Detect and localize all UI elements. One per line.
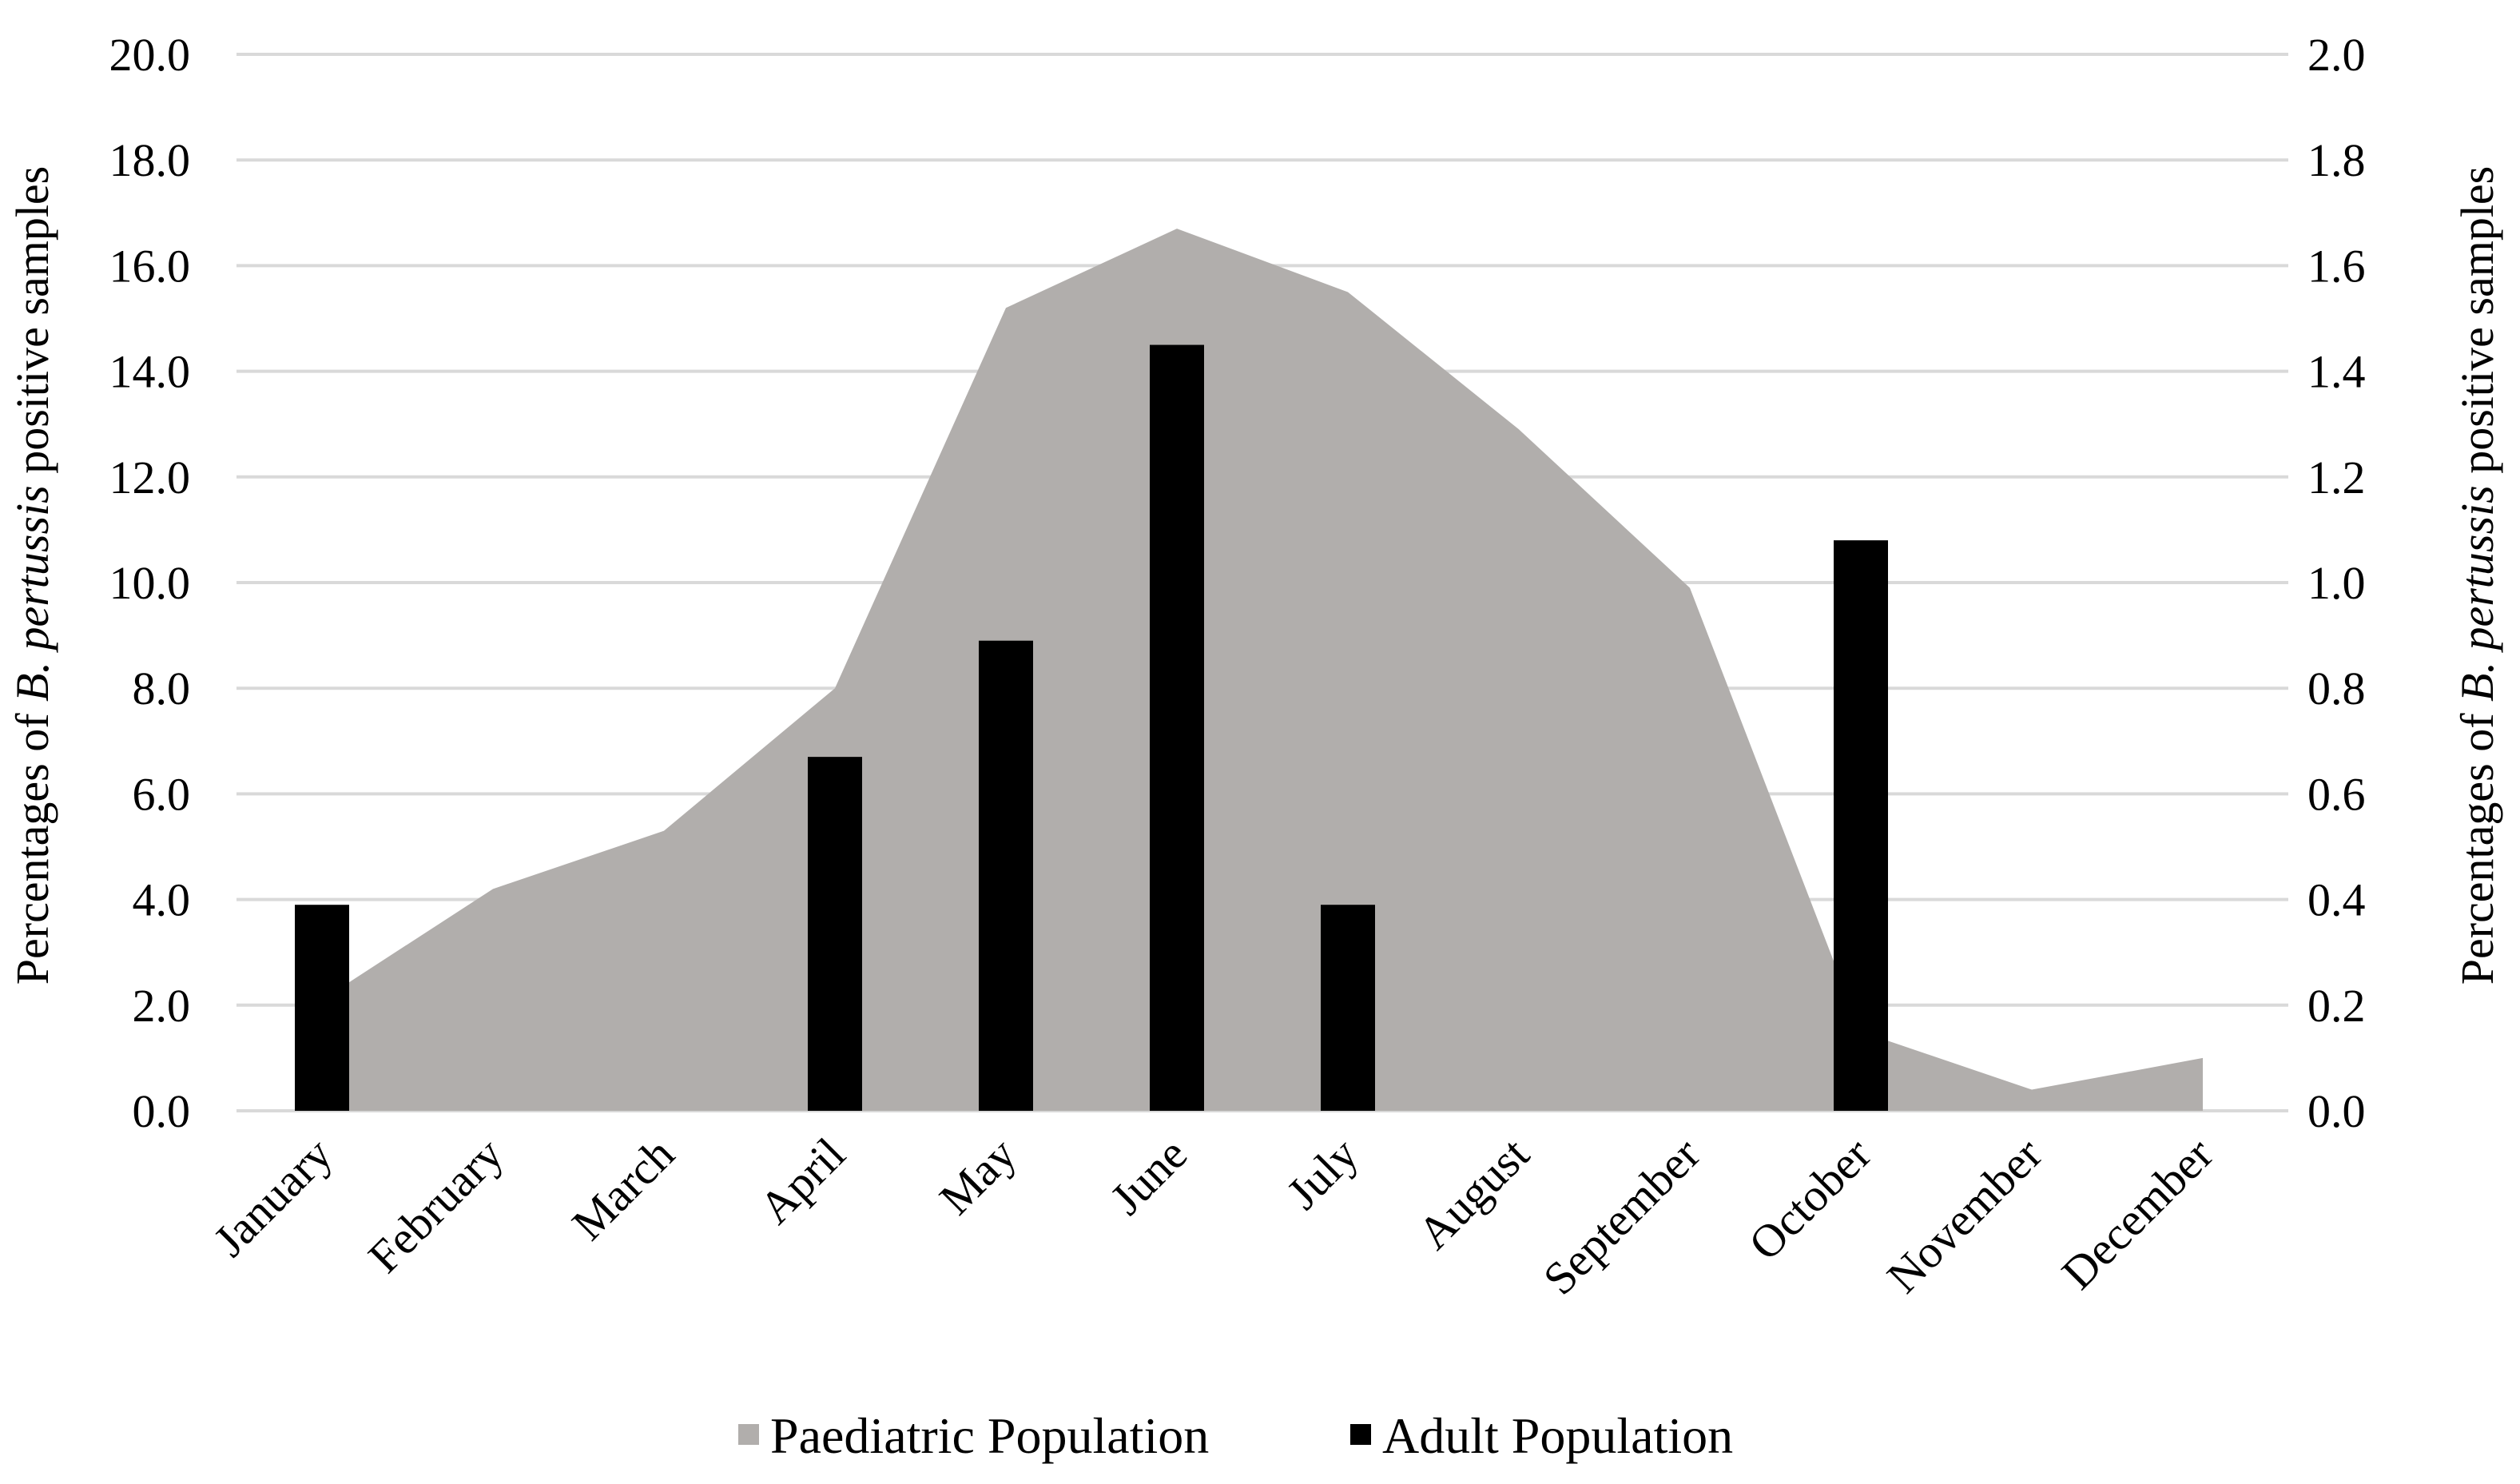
left-tick-label: 8.0 bbox=[133, 662, 191, 714]
category-label: February bbox=[358, 1128, 513, 1283]
left-tick-label: 20.0 bbox=[109, 29, 191, 81]
right-axis-ticks: 0.0 0.2 0.4 0.6 0.8 1.0 1.2 1.4 1.6 1.8 2.0 bbox=[2307, 29, 2366, 1137]
legend-swatch-adult bbox=[1350, 1424, 1371, 1445]
right-tick-label: 2.0 bbox=[2307, 29, 2366, 81]
left-tick-label: 12.0 bbox=[109, 452, 191, 503]
adult-bar-series bbox=[295, 344, 1888, 1111]
category-label: November bbox=[1877, 1128, 2052, 1303]
left-tick-label: 16.0 bbox=[109, 240, 191, 292]
category-label: August bbox=[1408, 1128, 1539, 1259]
right-axis-title: Percentages of B. pertussis positive sam… bbox=[2451, 166, 2503, 985]
right-tick-label: 0.6 bbox=[2307, 768, 2366, 820]
category-label: September bbox=[1533, 1128, 1710, 1304]
left-axis-ticks: 0.0 2.0 4.0 6.0 8.0 10.0 12.0 14.0 16.0 18.0 20.0 bbox=[109, 29, 191, 1137]
category-label: June bbox=[1100, 1128, 1197, 1224]
adult-bar bbox=[1321, 905, 1375, 1111]
right-tick-label: 1.4 bbox=[2307, 346, 2366, 398]
right-tick-label: 0.8 bbox=[2307, 662, 2366, 714]
adult-bar bbox=[1150, 344, 1204, 1111]
legend-label-adult: Adult Population bbox=[1382, 1407, 1733, 1464]
category-label: July bbox=[1277, 1128, 1368, 1219]
left-axis-title: Percentages of B. pertussis positive sam… bbox=[6, 166, 58, 985]
category-label: December bbox=[2052, 1128, 2223, 1299]
adult-bar bbox=[808, 757, 862, 1111]
category-label: March bbox=[562, 1128, 684, 1250]
left-tick-label: 0.0 bbox=[133, 1085, 191, 1137]
x-axis-categories: January February March April May June July Augu… bbox=[204, 1128, 2224, 1304]
left-tick-label: 2.0 bbox=[133, 980, 191, 1032]
category-label: October bbox=[1739, 1128, 1881, 1270]
right-tick-label: 0.0 bbox=[2307, 1085, 2366, 1137]
left-tick-label: 10.0 bbox=[109, 557, 191, 609]
right-tick-label: 0.2 bbox=[2307, 980, 2366, 1032]
right-tick-label: 0.4 bbox=[2307, 874, 2366, 926]
left-tick-label: 14.0 bbox=[109, 346, 191, 398]
category-label: April bbox=[749, 1128, 856, 1234]
legend-swatch-paediatric bbox=[738, 1424, 759, 1445]
left-tick-label: 4.0 bbox=[133, 874, 191, 926]
right-tick-label: 1.6 bbox=[2307, 240, 2366, 292]
paediatric-area bbox=[322, 229, 2203, 1111]
right-tick-label: 1.0 bbox=[2307, 557, 2366, 609]
paediatric-area-series bbox=[322, 229, 2203, 1111]
right-tick-label: 1.2 bbox=[2307, 452, 2366, 503]
category-label: May bbox=[929, 1128, 1026, 1224]
right-tick-label: 1.8 bbox=[2307, 134, 2366, 186]
legend: Paediatric Population Adult Population bbox=[738, 1407, 1733, 1464]
adult-bar bbox=[1834, 540, 1888, 1111]
category-label: January bbox=[204, 1128, 343, 1267]
adult-bar bbox=[295, 905, 349, 1111]
adult-bar bbox=[979, 640, 1033, 1111]
left-tick-label: 18.0 bbox=[109, 134, 191, 186]
legend-label-paediatric: Paediatric Population bbox=[770, 1407, 1209, 1464]
left-tick-label: 6.0 bbox=[133, 768, 191, 820]
